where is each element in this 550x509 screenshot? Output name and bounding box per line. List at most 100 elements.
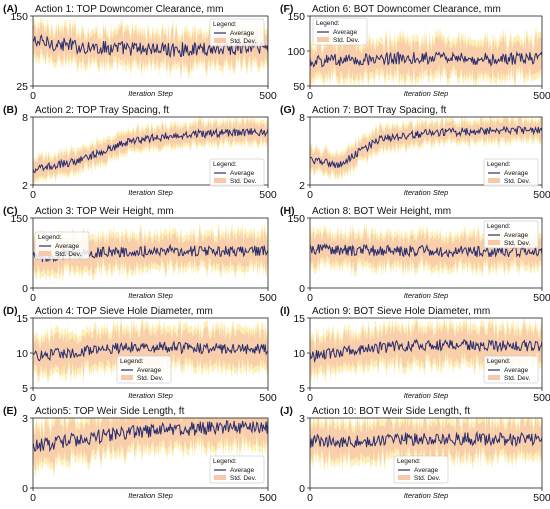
chart-panel: (F) Action 6: BOT Downcomer Clearance, mm…: [280, 3, 550, 102]
y-tick-label: 5: [299, 383, 305, 395]
y-tick-label: 10: [293, 348, 305, 360]
chart-title: Action 2: TOP Tray Spacing, ft: [35, 105, 169, 116]
legend-std-swatch: [39, 251, 51, 256]
legend-std-swatch: [214, 178, 226, 183]
plot-frame: [309, 217, 543, 289]
x-axis-label: Iteration Step: [128, 491, 173, 500]
y-tick-label: 0: [22, 483, 28, 495]
legend-std-swatch: [214, 38, 226, 43]
legend-std-label: Std. Dev.: [333, 37, 359, 44]
legend-title: Legend:: [213, 458, 237, 465]
y-tick-label: 8: [299, 112, 305, 124]
legend-average-label: Average: [333, 29, 357, 36]
plot-area: [33, 418, 268, 479]
std-dev-band: [310, 418, 542, 466]
chart-title: Action 10: BOT Weir Side Length, ft: [312, 406, 470, 417]
x-tick-label: 500: [259, 392, 277, 404]
legend-average-label: Average: [55, 243, 79, 250]
legend-title: Legend:: [487, 358, 511, 365]
panel-letter: (D): [3, 305, 18, 317]
std-dev-band: [310, 228, 542, 274]
average-line: [310, 242, 542, 259]
y-tick-label: 8: [22, 112, 28, 124]
legend-average-label: Average: [230, 467, 254, 474]
chart-title: Action 9: BOT Sieve Hole Diameter, mm: [312, 306, 490, 317]
average-line: [33, 420, 268, 453]
legend-std-swatch: [488, 178, 500, 183]
x-axis-label: Iteration Step: [128, 188, 173, 197]
plot-area: [310, 26, 542, 86]
panel-letter: (I): [280, 305, 290, 317]
average-line: [310, 125, 542, 169]
y-tick-label: 150: [287, 11, 305, 23]
x-axis-label: Iteration Step: [404, 89, 449, 98]
y-tick-label: 25: [16, 81, 28, 93]
y-tick-label: 2: [22, 180, 28, 192]
plot-area: [33, 222, 268, 284]
plot-frame: [309, 417, 543, 489]
legend-std-label: Std. Dev.: [230, 38, 256, 45]
x-tick-label: 500: [533, 292, 550, 304]
plot-area: [33, 117, 268, 185]
y-tick-label: 50: [293, 81, 305, 93]
legend-title: Legend:: [397, 458, 421, 465]
legend-title: Legend:: [120, 358, 144, 365]
legend-title: Legend:: [213, 21, 237, 28]
x-tick-label: 500: [533, 90, 550, 102]
legend-std-label: Std. Dev.: [504, 240, 530, 247]
legend-average-label: Average: [504, 367, 528, 374]
x-tick-label: 0: [30, 492, 36, 504]
panel-letter: (A): [3, 3, 18, 15]
panel-letter: (C): [3, 205, 18, 217]
chart-panel: (H) Action 8: BOT Weir Height, mm 0 500 0 150…: [280, 205, 550, 304]
panel-letter: (B): [3, 104, 18, 116]
chart-title: Action 6: BOT Downcomer Clearance, mm: [312, 4, 501, 15]
y-tick-label: 150: [10, 11, 28, 23]
legend-average-label: Average: [230, 30, 254, 37]
x-tick-label: 0: [307, 189, 313, 201]
y-tick-label: 15: [16, 313, 28, 325]
chart-title: Action 8: BOT Weir Height, mm: [312, 206, 451, 217]
chart-panel: (A) Action 1: TOP Downcomer Clearance, mm…: [3, 3, 277, 102]
panel-letter: (F): [280, 3, 293, 15]
chart-title: Action 7: BOT Tray Spacing, ft: [312, 105, 447, 116]
x-tick-label: 0: [307, 292, 313, 304]
panel-letter: (G): [280, 104, 295, 116]
x-tick-label: 0: [30, 292, 36, 304]
legend-average-label: Average: [230, 170, 254, 177]
y-tick-label: 0: [299, 283, 305, 295]
legend-std-label: Std. Dev.: [414, 475, 440, 482]
legend-std-label: Std. Dev.: [504, 178, 530, 185]
chart-panel: (C) Action 3: TOP Weir Height, mm 0 500 0 150…: [3, 205, 277, 304]
legend-title: Legend:: [213, 161, 237, 168]
y-tick-label: 2: [299, 180, 305, 192]
x-tick-label: 0: [307, 392, 313, 404]
plot-area: [310, 418, 542, 472]
plot-frame: [32, 417, 269, 489]
chart-panel: (G) Action 7: BOT Tray Spacing, ft 0 500 2 8 I…: [280, 104, 550, 201]
x-tick-label: 500: [259, 90, 277, 102]
plot-frame: [309, 116, 543, 186]
x-tick-label: 0: [30, 392, 36, 404]
std-dev-band: [33, 321, 268, 378]
average-line: [310, 338, 542, 364]
std-dev-band: [33, 21, 268, 74]
x-tick-label: 500: [259, 189, 277, 201]
plot-frame: [32, 116, 269, 186]
y-tick-label: 15: [293, 313, 305, 325]
x-axis-label: Iteration Step: [128, 391, 173, 400]
x-axis-label: Iteration Step: [404, 291, 449, 300]
legend-average-label: Average: [137, 367, 161, 374]
legend-title: Legend:: [38, 234, 62, 241]
y-tick-label: 3: [299, 413, 305, 425]
